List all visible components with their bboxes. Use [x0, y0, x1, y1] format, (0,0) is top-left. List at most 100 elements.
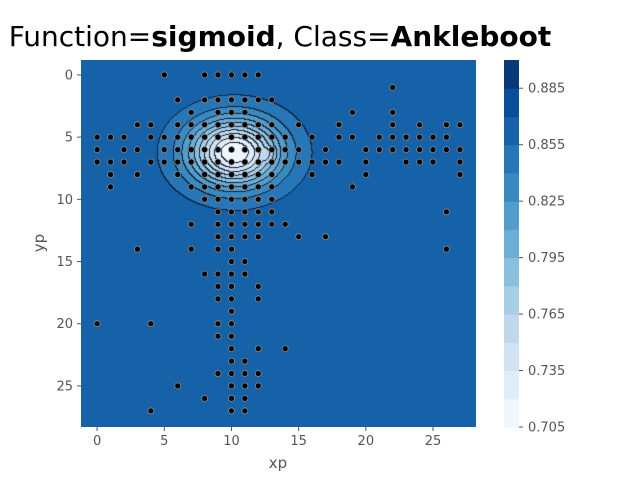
colorbar-band [504, 144, 519, 174]
data-point [174, 133, 182, 141]
colorbar-band [504, 370, 519, 400]
data-point [429, 146, 437, 154]
data-point [214, 270, 222, 278]
data-point [268, 171, 276, 178]
axes: 0 5 10 15 20 25 0 5 10 15 20 25 [56, 68, 441, 449]
chart-title: Function=sigmoid, Class=Ankleboot [0, 20, 560, 53]
data-point [214, 146, 222, 154]
data-point [174, 382, 182, 390]
colorbar-tick-label: 0.795 [528, 251, 565, 266]
colorbar-tick-label: 0.735 [528, 364, 565, 379]
colorbar-band [504, 88, 519, 118]
data-point [187, 133, 195, 141]
data-point [214, 295, 222, 303]
data-point [268, 195, 276, 203]
data-point [228, 382, 235, 390]
data-point [254, 133, 262, 141]
data-point [187, 146, 195, 154]
y-tick-label: 0 [65, 68, 73, 83]
data-point [268, 133, 276, 141]
data-point [228, 307, 235, 315]
data-point [214, 208, 222, 216]
data-point [201, 270, 209, 278]
data-point [93, 158, 101, 166]
data-point [254, 146, 262, 154]
colorbar-band [504, 229, 519, 259]
data-point [241, 407, 249, 415]
data-point [335, 121, 343, 129]
data-point [160, 71, 168, 79]
data-point [241, 270, 249, 278]
data-point [429, 133, 437, 141]
data-point [348, 133, 356, 141]
data-point [416, 158, 424, 166]
data-point [174, 171, 182, 178]
data-point [228, 133, 235, 141]
data-point [295, 146, 303, 154]
data-point [241, 108, 249, 116]
data-point [201, 96, 209, 104]
data-point [160, 133, 168, 141]
data-point [254, 295, 262, 303]
data-point [174, 121, 182, 129]
data-point [201, 133, 209, 141]
data-point [201, 171, 209, 178]
data-point [214, 233, 222, 241]
data-point [362, 171, 370, 178]
data-point [93, 320, 101, 328]
data-point [107, 171, 114, 178]
y-tick-label: 5 [65, 131, 73, 146]
data-point [429, 158, 437, 166]
x-tick-label: 20 [358, 434, 375, 449]
data-point [254, 71, 262, 79]
data-point [214, 171, 222, 178]
data-point [228, 295, 235, 303]
data-point [214, 332, 222, 340]
data-point [389, 146, 397, 154]
data-point [228, 195, 235, 203]
data-point [241, 233, 249, 241]
data-point [308, 158, 316, 166]
data-point [281, 345, 289, 353]
data-point [442, 133, 450, 141]
data-point [362, 146, 370, 154]
plot-area [81, 60, 476, 427]
data-point [456, 171, 464, 178]
title-class: Ankleboot [390, 20, 552, 53]
data-point [228, 171, 235, 178]
data-point [228, 370, 235, 377]
data-point [268, 121, 276, 129]
y-tick-label: 20 [56, 317, 73, 332]
data-point [187, 121, 195, 129]
data-point [268, 208, 276, 216]
colorbar: 0.705 0.735 0.765 0.795 0.825 0.855 0.885 [504, 60, 565, 436]
data-point [416, 121, 424, 129]
data-point [228, 183, 235, 191]
data-point [120, 146, 128, 154]
data-point [107, 158, 114, 166]
colorbar-band [504, 257, 519, 287]
data-point [214, 108, 222, 116]
colorbar-band [504, 60, 519, 89]
data-point [254, 370, 262, 377]
data-point [228, 121, 235, 129]
data-point [389, 84, 397, 91]
colorbar-band [504, 201, 519, 230]
data-point [241, 258, 249, 265]
colorbar-band [504, 398, 519, 428]
data-point [160, 146, 168, 154]
data-point [254, 96, 262, 104]
data-point [120, 133, 128, 141]
x-tick-label: 25 [425, 434, 442, 449]
data-point [362, 158, 370, 166]
data-point [241, 71, 249, 79]
y-tick-label: 15 [56, 255, 73, 270]
data-point [241, 357, 249, 365]
data-point [348, 108, 356, 116]
data-point [241, 394, 249, 402]
data-point [133, 146, 141, 154]
data-point [241, 195, 249, 203]
data-point [107, 183, 114, 191]
data-point [416, 133, 424, 141]
data-point [295, 121, 303, 129]
